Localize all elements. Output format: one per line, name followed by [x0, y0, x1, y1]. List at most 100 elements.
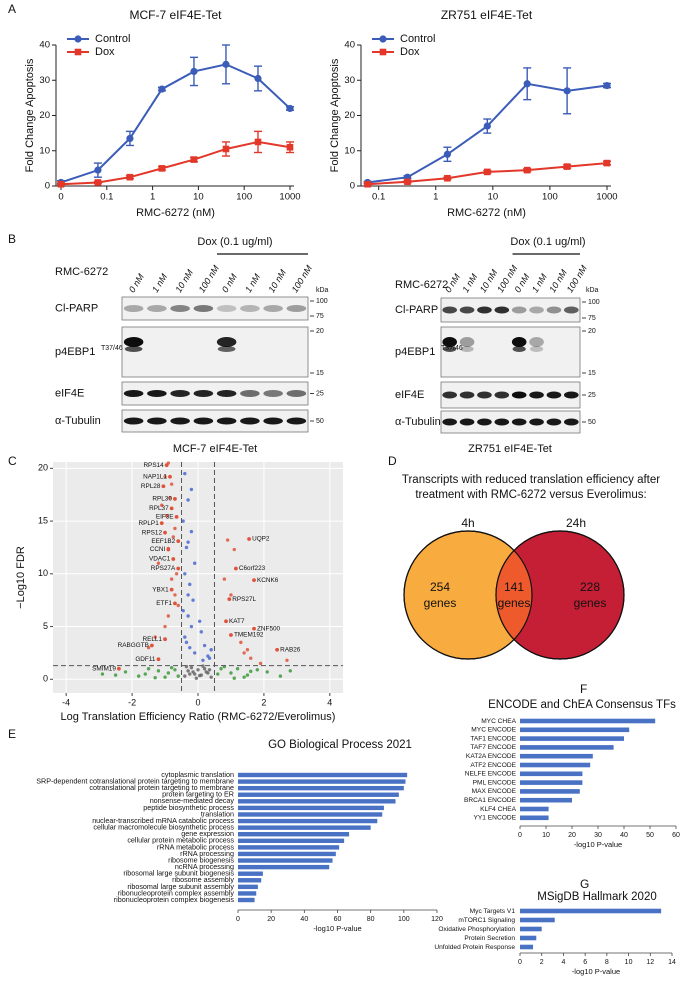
legend-label: Dox [400, 46, 420, 58]
category-label: peptide biosynthetic process [143, 803, 234, 812]
scatter-point [153, 635, 157, 639]
gene-label: RPL37 [149, 505, 169, 512]
data-point [444, 174, 451, 182]
scatter-point [285, 658, 289, 663]
data-point [286, 143, 294, 151]
scatter-point [173, 668, 177, 672]
gene-label: RPL30 [152, 496, 172, 503]
gene-label: RPS27L [232, 596, 256, 603]
category-label: Oxidative Phosphorylation [438, 926, 515, 933]
legend-marker [74, 48, 82, 56]
data-point [523, 80, 531, 88]
blot-band [512, 346, 526, 352]
series-line [60, 63, 291, 184]
scatter-point [249, 656, 253, 660]
data-point [286, 104, 294, 113]
scatter-point [204, 670, 208, 674]
data-point [190, 156, 198, 163]
scatter-point [176, 603, 180, 608]
scatter-point [169, 482, 174, 486]
annotated-point [164, 463, 169, 468]
annotated-point [169, 587, 174, 592]
scatter-point [189, 529, 194, 534]
bar [238, 832, 350, 837]
blot-band [529, 346, 544, 352]
bar [520, 926, 542, 932]
blot-band [494, 418, 510, 426]
y-axis-label: −Log10 FDR [15, 546, 27, 609]
venn-count-unit: genes [424, 596, 457, 610]
venn-outline [495, 530, 625, 660]
y-tick-label: 0 [43, 674, 48, 684]
scatter-point [255, 668, 260, 672]
blot-band [286, 390, 307, 397]
category-label: protein targeting to ER [162, 790, 234, 799]
x-tick-label: 0.1 [372, 192, 385, 203]
annotated-point [229, 633, 233, 637]
data-point [443, 150, 451, 158]
y-tick-label: 10 [38, 568, 48, 578]
scatter-point [258, 661, 263, 666]
scatter-point [193, 651, 197, 655]
blot-band [123, 305, 144, 312]
row-label: p4EBP1 [395, 346, 435, 358]
row-label: Cl-PARP [55, 302, 98, 314]
treatment-label: RMC-6272 [55, 266, 108, 278]
scatter-point [245, 648, 250, 652]
blot-band [170, 390, 190, 397]
x-tick-label: 100 [542, 192, 558, 203]
blot-band [546, 306, 562, 314]
y-tick-label: 40 [39, 40, 50, 51]
data-point [484, 168, 491, 176]
scatter-point [232, 547, 236, 552]
data-point [603, 159, 611, 167]
blot-band [147, 305, 167, 312]
gene-label: NAP1L1 [143, 473, 167, 480]
data-point [364, 180, 371, 188]
x-tick-label: 50 [646, 832, 654, 839]
marker-label: 75 [588, 315, 596, 322]
x-axis-label: RMC-6272 (nM) [447, 207, 526, 219]
annotated-point [224, 619, 228, 624]
y-tick-label: 0 [45, 181, 50, 192]
marker-label: 20 [588, 328, 596, 335]
bar [520, 762, 591, 768]
scatter-point [229, 593, 233, 597]
category-label: ATF2 ENCODE [470, 762, 516, 769]
bar [238, 812, 383, 817]
annotated-point [159, 521, 164, 526]
annotated-point [233, 566, 238, 571]
y-tick-label: 15 [38, 515, 48, 525]
data-point [126, 173, 134, 181]
panel-label: E [8, 727, 16, 741]
scatter-point [184, 545, 189, 550]
legend-label: Dox [95, 46, 115, 58]
category-label: PML ENCODE [473, 779, 517, 786]
bar [238, 851, 336, 857]
blot-strip [121, 296, 309, 321]
blot-strip [440, 410, 581, 434]
blot-band [459, 337, 475, 347]
scatter-point [163, 675, 167, 679]
gene-label: RABGGTB [118, 642, 149, 649]
scatter-point [209, 675, 213, 679]
category-label: ribosome biogenesis [168, 855, 234, 864]
category-label: KLF4 CHEA [480, 806, 517, 813]
x-axis-label: -log10 P-value [313, 924, 361, 933]
x-tick-label: 80 [367, 916, 375, 923]
bar [238, 779, 406, 784]
dox-label: Dox (0.1 ug/ml) [510, 236, 585, 248]
blot-band [511, 391, 527, 399]
marker-label: 100 [316, 298, 328, 305]
scatter-point [183, 471, 187, 476]
scatter-point [189, 665, 194, 670]
scatter-point [193, 561, 197, 565]
scatter-point [186, 540, 190, 544]
scatter-point [245, 673, 250, 677]
scatter-point [169, 665, 174, 670]
scatter-point [242, 675, 246, 679]
blot-band [564, 418, 579, 426]
gene-label: C6orf223 [239, 565, 266, 572]
blot-band [494, 306, 510, 314]
bar [238, 818, 378, 824]
